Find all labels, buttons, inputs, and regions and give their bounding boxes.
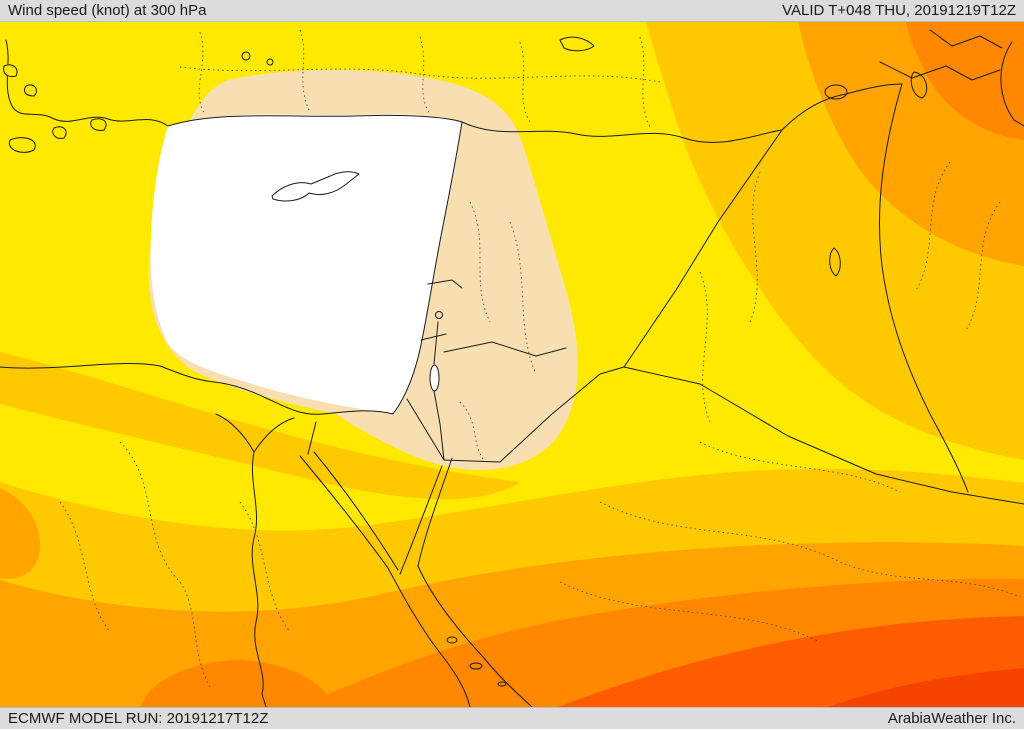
- footer-bar: ECMWF MODEL RUN: 20191217T12Z ArabiaWeat…: [0, 707, 1024, 729]
- contour-gold-swath: [0, 352, 520, 500]
- geography-lines: [0, 29, 1024, 707]
- border-iran-iraq: [878, 83, 969, 493]
- contour-deep-orange-blob-left: [140, 660, 334, 707]
- lake-van: [824, 84, 848, 100]
- nile-river: [215, 413, 317, 707]
- valid-time-label: VALID T+048 THU, 20191219T12Z: [782, 1, 1016, 19]
- border-jordan-saudi: [443, 366, 625, 463]
- red-sea-coast: [299, 451, 533, 707]
- wind-contour-map-svg: [0, 22, 1024, 707]
- wind-speed-map: [0, 22, 1024, 707]
- contour-deep-orange-corner: [906, 22, 1024, 140]
- aegean-islands: [3, 64, 107, 153]
- border-turkey-iraq-iran: [781, 83, 903, 131]
- border-caucasus: [929, 29, 1003, 49]
- red-sea-island: [497, 681, 507, 687]
- header-bar: Wind speed (knot) at 300 hPa VALID T+048…: [0, 0, 1024, 22]
- cyprus-island: [271, 171, 360, 202]
- border-syria-jordan: [443, 341, 567, 357]
- border-israel-egypt: [406, 398, 445, 461]
- border-turkey-syria: [461, 121, 783, 143]
- contour-orange-left-lens: [0, 488, 41, 579]
- border-iraq-saudi: [623, 366, 1024, 505]
- country-borders: [406, 29, 1024, 505]
- admin-boundaries-dotted: [59, 29, 1021, 688]
- turkish-lake: [241, 51, 251, 61]
- ataturk-reservoir: [559, 36, 595, 52]
- contour-red-orange-lower: [558, 616, 1024, 707]
- lake-tharthar: [829, 247, 841, 277]
- suez-canal: [307, 421, 317, 455]
- red-sea-island: [446, 636, 458, 644]
- border-caucasus: [879, 61, 1001, 81]
- border-syria-iraq: [623, 129, 783, 368]
- coastline-mediterranean: [0, 39, 463, 415]
- contour-white-low-wind: [150, 114, 462, 414]
- attribution-label: ArabiaWeather Inc.: [887, 709, 1016, 727]
- lake-urmia: [910, 71, 928, 99]
- dead-sea: [429, 364, 440, 392]
- map-title: Wind speed (knot) at 300 hPa: [8, 1, 207, 19]
- model-run-label: ECMWF MODEL RUN: 20191217T12Z: [8, 709, 269, 727]
- caspian-coast: [1000, 41, 1024, 127]
- turkish-lake: [266, 58, 274, 66]
- border-lebanon-syria: [427, 279, 463, 289]
- lakes: [241, 36, 928, 277]
- jordan-rift-valley: [429, 311, 445, 461]
- contour-red-corner: [828, 668, 1024, 707]
- red-sea-island: [469, 662, 483, 670]
- sea-of-galilee: [435, 311, 443, 319]
- border-israel-lebanon: [420, 333, 447, 341]
